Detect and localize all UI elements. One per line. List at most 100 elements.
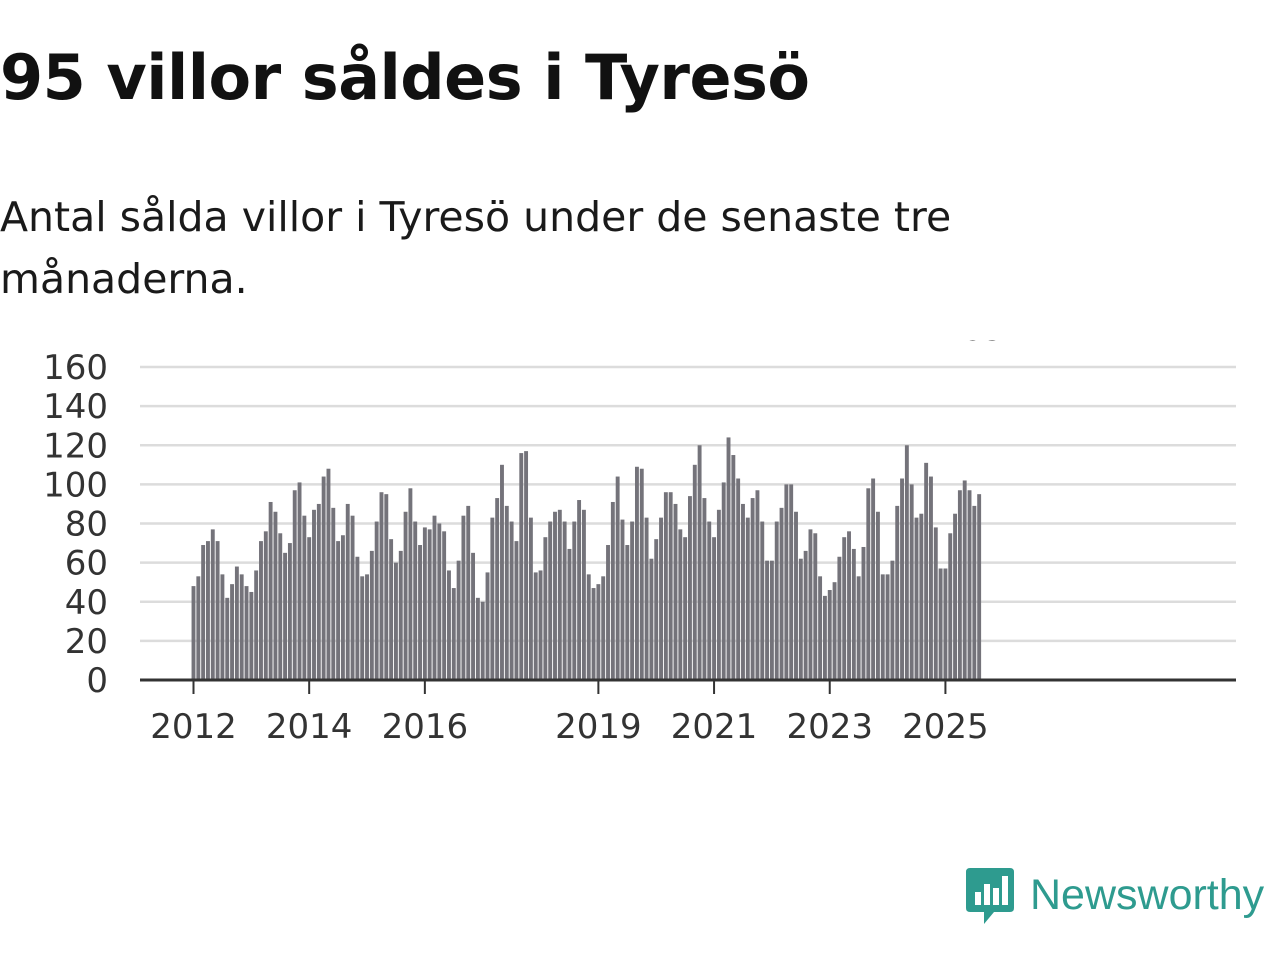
x-tick-label: 2025	[902, 707, 989, 747]
bar	[591, 588, 596, 680]
bar	[596, 584, 601, 680]
bar	[625, 545, 630, 680]
bar	[538, 570, 543, 680]
bar	[331, 507, 336, 680]
bar	[398, 550, 403, 680]
bar	[803, 550, 808, 680]
bar	[654, 539, 659, 680]
bar	[451, 588, 456, 680]
bar	[461, 515, 466, 680]
bar	[471, 552, 476, 680]
bar	[842, 537, 847, 680]
bar	[765, 560, 770, 680]
bar	[875, 511, 880, 680]
bar	[885, 574, 890, 680]
bar	[249, 591, 254, 680]
bar	[369, 550, 374, 680]
bar	[851, 548, 856, 680]
bar	[374, 521, 379, 680]
bar	[553, 511, 557, 680]
bar	[663, 492, 668, 680]
bar	[196, 576, 201, 680]
bar	[437, 523, 442, 680]
bar	[379, 492, 384, 680]
newsworthy-logo: Newsworthy	[964, 862, 1264, 928]
y-tick-label: 60	[65, 544, 108, 584]
highlight-value-label: 95	[965, 340, 1003, 348]
x-tick-label: 2012	[150, 707, 237, 747]
bar	[413, 521, 418, 680]
y-tick-label: 160	[43, 348, 108, 388]
bar	[779, 507, 784, 680]
bar	[278, 533, 283, 680]
bar	[620, 519, 625, 680]
bar	[321, 476, 326, 680]
bar	[533, 572, 538, 680]
bar	[567, 548, 572, 680]
bar	[736, 478, 741, 680]
bar	[702, 498, 707, 680]
bar	[307, 537, 312, 680]
bar	[225, 597, 230, 680]
bar	[909, 484, 914, 680]
bar	[721, 482, 726, 680]
axis-layer	[140, 678, 1236, 694]
bar	[683, 537, 688, 680]
bar	[230, 584, 235, 680]
bar	[422, 527, 427, 680]
bar	[273, 511, 278, 680]
chart-title: 95 villor såldes i Tyresö	[0, 41, 810, 114]
bar	[336, 541, 341, 680]
bar	[789, 484, 794, 680]
bar	[866, 488, 871, 680]
bar	[712, 537, 717, 680]
bar	[808, 529, 813, 680]
bar	[297, 482, 302, 680]
chart-subtitle: Antal sålda villor i Tyresö under de sen…	[0, 193, 952, 303]
bar	[432, 515, 437, 680]
bar	[524, 451, 529, 680]
x-tick-label: 2019	[555, 707, 642, 747]
bar	[924, 462, 929, 680]
bar	[210, 529, 215, 680]
bar	[919, 513, 924, 680]
bar	[774, 521, 779, 680]
bar	[234, 566, 239, 680]
bar	[847, 531, 851, 680]
bar	[953, 513, 958, 680]
bar	[798, 558, 803, 680]
logo-text: Newsworthy	[1030, 870, 1265, 919]
bar	[500, 464, 504, 680]
bar	[856, 576, 861, 680]
bar	[697, 445, 702, 680]
bar	[601, 576, 606, 680]
bar	[389, 539, 394, 680]
bar	[967, 490, 972, 680]
bar	[741, 503, 745, 680]
bar	[668, 492, 673, 680]
bar	[929, 476, 933, 680]
bar	[938, 568, 943, 680]
bar	[201, 545, 206, 680]
bar	[562, 521, 567, 680]
bar	[447, 570, 451, 680]
bar-layer	[191, 437, 982, 680]
bar	[904, 445, 909, 680]
bar	[813, 533, 818, 680]
y-tick-label: 0	[86, 661, 108, 701]
bar	[673, 503, 678, 680]
bar	[871, 478, 876, 680]
bar	[350, 515, 355, 680]
bar	[480, 601, 485, 680]
bar	[206, 541, 210, 680]
bar	[215, 541, 220, 680]
bar	[880, 574, 885, 680]
bar	[427, 529, 432, 680]
bar	[794, 511, 798, 680]
bar	[827, 590, 832, 680]
bar	[548, 521, 553, 680]
bar	[606, 545, 610, 680]
y-tick-label: 120	[43, 426, 108, 466]
bar	[895, 505, 900, 680]
y-tick-label: 40	[65, 583, 108, 623]
